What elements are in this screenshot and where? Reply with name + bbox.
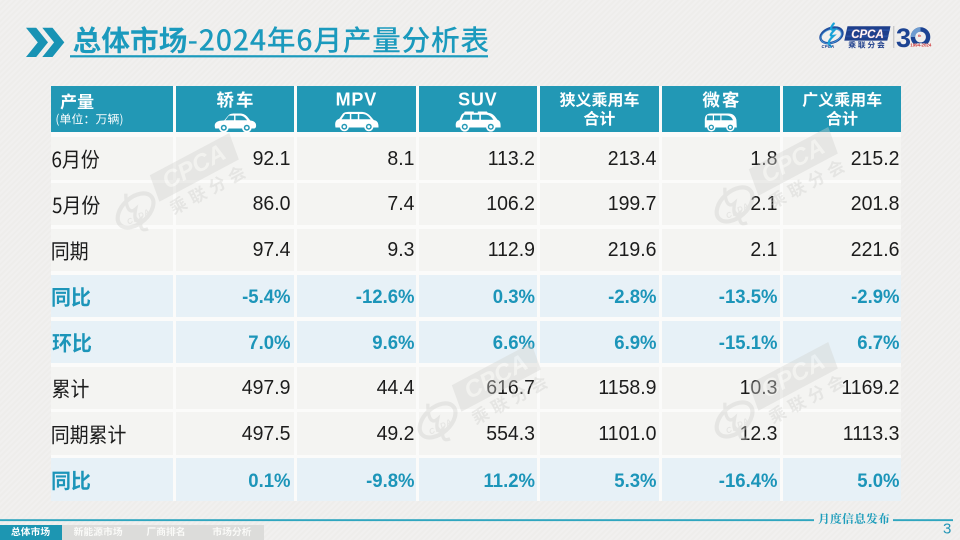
svg-text:3: 3 — [896, 23, 911, 53]
svg-text:MPV: MPV — [336, 90, 377, 110]
svg-text:CPCA: CPCA — [822, 44, 835, 49]
svg-text:th: th — [918, 34, 921, 38]
svg-text:1994-2024: 1994-2024 — [910, 43, 932, 48]
svg-text:3: 3 — [943, 521, 951, 538]
svg-text:CPCA: CPCA — [851, 29, 884, 41]
svg-text:SUV: SUV — [458, 90, 497, 110]
